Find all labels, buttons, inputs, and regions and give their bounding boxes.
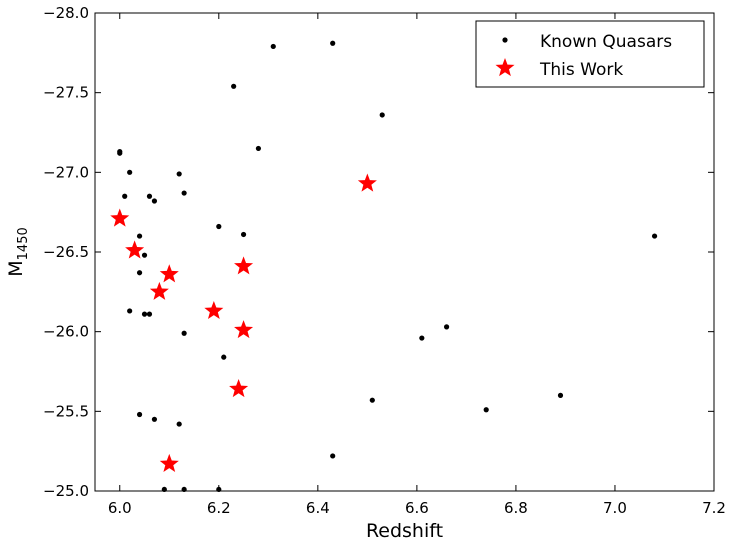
x-tick-label: 6.0 [108, 499, 132, 517]
x-tick-label: 6.6 [405, 499, 429, 517]
known-quasar-point [419, 335, 425, 341]
y-axis-label: M1450 [5, 227, 31, 277]
x-tick-label: 6.4 [306, 499, 330, 517]
known-quasar-point [651, 233, 658, 239]
known-quasar-point [161, 486, 167, 493]
y-tick-label: −26.5 [43, 243, 89, 261]
known-quasar-point [181, 486, 187, 493]
axis-ticks: 6.0 6.2 6.4 6.6 6.8 7.0 7.2 −25.0 −25.5 −26.0 −26.… [43, 4, 726, 517]
known-quasar-point [146, 311, 153, 317]
known-quasar-point [146, 193, 153, 199]
legend-dot-icon [502, 37, 508, 43]
y-axis-label-main: M [5, 260, 27, 276]
known-quasar-point [141, 311, 148, 317]
known-quasar-point [176, 171, 182, 177]
known-quasar-point [122, 193, 128, 199]
legend-label-this-work: This Work [539, 60, 623, 80]
star-point [234, 320, 254, 339]
known-quasar-point [181, 330, 187, 336]
star-point [125, 240, 145, 259]
known-quasar-point [136, 270, 143, 276]
known-quasar-point [151, 198, 158, 204]
y-axis-label-subscript: 1450 [16, 227, 31, 260]
star-point [234, 256, 254, 275]
known-quasar-point [127, 308, 133, 314]
y-tick-label: −27.5 [43, 84, 89, 102]
y-tick-label: −25.0 [43, 482, 89, 500]
known-quasar-point [216, 223, 222, 230]
star-point [149, 281, 169, 300]
known-quasar-point [127, 169, 133, 175]
x-tick-label: 6.8 [504, 499, 528, 517]
known-quasar-point [379, 112, 385, 118]
known-quasar-point [483, 407, 489, 413]
star-point [159, 264, 179, 283]
known-quasar-point [240, 231, 247, 238]
known-quasar-point [557, 392, 564, 398]
known-quasar-point [231, 83, 237, 89]
legend-box [475, 20, 705, 88]
known-quasar-point [369, 397, 375, 403]
known-quasar-point [176, 421, 182, 427]
known-quasar-point [443, 324, 450, 330]
known-quasar-point [151, 416, 158, 422]
star-point [204, 300, 224, 320]
y-tick-label: −25.5 [43, 402, 89, 420]
legend-label-known-quasars: Known Quasars [540, 32, 672, 52]
known-quasar-point [141, 252, 148, 258]
known-quasar-point [181, 190, 187, 196]
y-tick-label: −27.0 [43, 163, 89, 181]
star-point [159, 453, 179, 472]
y-tick-label: −28.0 [43, 4, 89, 22]
x-tick-label: 7.2 [702, 499, 726, 517]
y-tick-label: −26.0 [43, 323, 89, 341]
known-quasar-point [221, 354, 227, 360]
known-quasar-point [117, 150, 123, 156]
known-quasar-point [255, 145, 262, 152]
x-axis-label: Redshift [366, 520, 443, 542]
known-quasar-point [136, 411, 143, 418]
known-quasar-point [270, 43, 276, 50]
legend-star-icon [495, 58, 515, 77]
star-point [229, 379, 249, 398]
x-tick-label: 6.2 [207, 499, 231, 517]
known-quasar-point [330, 453, 336, 459]
legend: Known Quasars This Work [475, 20, 705, 88]
star-point [357, 173, 377, 192]
known-quasar-point [330, 40, 336, 46]
x-tick-label: 7.0 [603, 499, 627, 517]
star-point [110, 208, 130, 227]
data-points [110, 40, 658, 493]
known-quasar-point [136, 233, 143, 239]
